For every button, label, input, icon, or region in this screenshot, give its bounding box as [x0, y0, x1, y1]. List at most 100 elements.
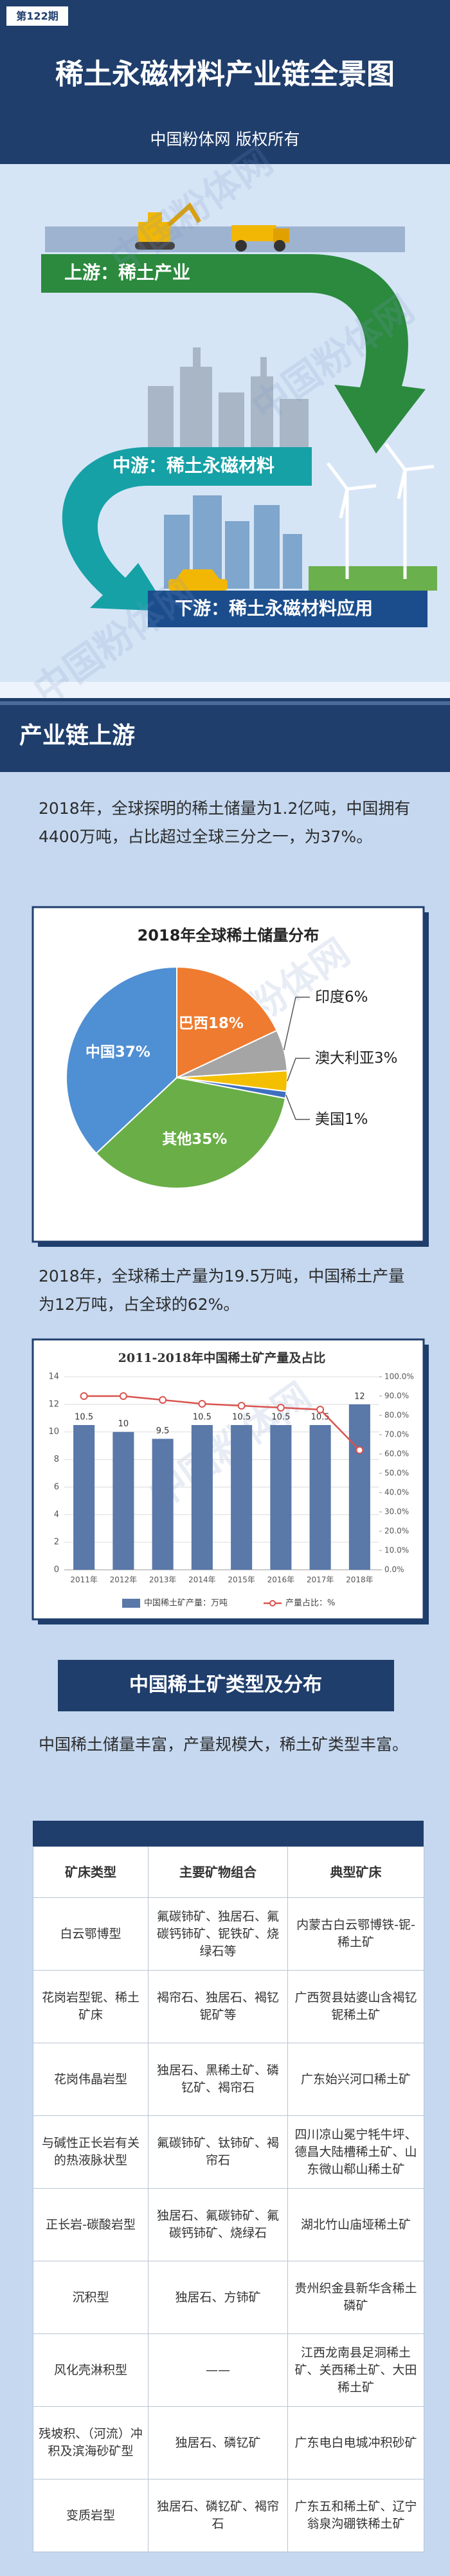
chart-title: 2011-2018年中国稀土矿产量及占比	[118, 1350, 326, 1365]
bar-label: 9.5	[156, 1426, 170, 1436]
section-title: 产业链上游	[19, 722, 135, 749]
ground	[45, 226, 405, 252]
paragraph: 2018年，全球稀土产量为19.5万吨，中国稀土产量为12万吨，占全球的62%。	[39, 1267, 405, 1314]
windmills	[327, 443, 435, 579]
city	[164, 495, 302, 589]
spacer	[0, 682, 450, 698]
table-cell: ——	[148, 2333, 288, 2407]
table-cell: 贵州织金县新华含稀土磷矿	[287, 2261, 424, 2334]
title: 稀土永磁材料产业链全景图	[55, 58, 395, 91]
slice-label: 中国37%	[86, 1044, 150, 1060]
y2-tick-label: 40.0%	[384, 1488, 409, 1497]
car	[168, 569, 228, 591]
legend-swatch	[269, 1600, 276, 1606]
excavator	[135, 202, 202, 250]
slice-value: 6%	[345, 989, 368, 1006]
table-cell: 风化壳淋积型	[33, 2333, 148, 2407]
table-cell: 独居石、磷钇矿、褐帘石	[148, 2479, 288, 2552]
slice-category: 澳大利亚	[315, 1050, 374, 1067]
line-point	[119, 1392, 127, 1400]
bar-label: 10.5	[271, 1413, 290, 1422]
chain-label: 上游：稀土产业	[64, 262, 190, 283]
band-stripe	[0, 701, 450, 705]
table-cell: 独居石、氟碳铈矿、氟碳钙铈矿、烧绿石	[148, 2188, 288, 2261]
table-row: 花岗岩型铌、稀土矿床 褐帘石、独居石、褐钇铌矿等 广西贺县姑婆山含褐钇铌稀土矿	[33, 1970, 424, 2043]
y2-tick-label: 70.0%	[384, 1430, 409, 1439]
bar	[191, 1425, 213, 1570]
table-cell: 花岗伟晶岩型	[33, 2043, 148, 2116]
section-band	[0, 698, 450, 772]
grass	[309, 566, 437, 591]
y-tick-label: 4	[54, 1510, 59, 1520]
paragraph: 2018年，全球探明的稀土储量为1.2亿吨，中国拥有4400万吨，占比超过全球三…	[39, 799, 411, 846]
table-cell: 褐帘石、独居石、褐钇铌矿等	[148, 1970, 288, 2043]
table-cell: 变质岩型	[33, 2479, 148, 2552]
bar-label: 10.5	[193, 1413, 212, 1422]
table-cell: 氟碳铈矿、钛铈矿、褐帘石	[148, 2115, 288, 2189]
table-cap	[33, 1821, 424, 1846]
y2-tick-label: 100.0%	[384, 1372, 414, 1381]
pie-slice	[95, 1076, 287, 1189]
bar	[231, 1425, 253, 1570]
slice-value: 18%	[208, 1015, 244, 1031]
y2-tick-label: 30.0%	[384, 1507, 409, 1516]
y2-tick-label: 80.0%	[384, 1411, 409, 1420]
slice-label: 美国1%	[315, 1111, 368, 1128]
table-cell: 广东电白电城冲积砂矿	[287, 2406, 424, 2479]
line-point	[356, 1446, 364, 1454]
table-cell: 白云鄂博型	[33, 1897, 148, 1971]
table-cell: 正长岩-碳酸岩型	[33, 2188, 148, 2261]
y-tick-label: 12	[48, 1399, 59, 1409]
pie-slice	[176, 966, 278, 1079]
x-tick-label: 2014年	[188, 1576, 216, 1585]
x-tick-label: 2015年	[228, 1576, 255, 1585]
x-tick-label: 2018年	[346, 1576, 374, 1585]
line-point	[276, 1404, 285, 1412]
table-cell: 残坡积、（河流）冲积及滨海砂矿型	[33, 2406, 148, 2479]
y2-tick-label: 90.0%	[384, 1392, 409, 1401]
bar	[113, 1431, 134, 1570]
slice-label: 巴西18%	[179, 1015, 244, 1031]
column-header: 主要矿物组合	[148, 1846, 288, 1898]
table-cell: 广东五和稀土矿、辽宁翁泉沟硼铁稀土矿	[287, 2479, 424, 2552]
legend-swatch	[122, 1599, 140, 1608]
line-point	[159, 1396, 167, 1404]
bar	[152, 1439, 174, 1570]
slice-label: 印度6%	[315, 989, 368, 1006]
header-row: 矿床类型 主要矿物组合 典型矿床	[33, 1846, 424, 1898]
y-tick-label: 14	[48, 1372, 59, 1382]
issue: 第122期	[16, 10, 58, 23]
table-cell: 花岗岩型铌、稀土矿床	[33, 1970, 148, 2043]
table-cell: 氟碳铈矿、独居石、氟碳钙铈矿、铌铁矿、烧绿石等	[148, 1897, 288, 1971]
line-point	[237, 1402, 246, 1410]
header-band	[0, 0, 450, 164]
slice-category: 中国	[86, 1044, 115, 1060]
table-row: 白云鄂博型 氟碳铈矿、独居石、氟碳钙铈矿、铌铁矿、烧绿石等 内蒙古白云鄂博铁-铌-稀…	[33, 1897, 424, 1971]
chain-label: 下游：稀土永磁材料应用	[175, 598, 373, 619]
legend-label: 产量占比：%	[285, 1599, 335, 1608]
pie-slice	[66, 966, 177, 1155]
slice-category: 其他	[162, 1130, 192, 1147]
upstream-arrow	[41, 254, 426, 454]
bar-label: 10	[118, 1419, 129, 1429]
table-cell: 内蒙古白云鄂博铁-铌-稀土矿	[287, 1897, 424, 1971]
bar	[348, 1404, 370, 1570]
line-point	[316, 1406, 325, 1413]
leader-line	[283, 997, 310, 1051]
bar-label: 10.5	[75, 1413, 93, 1422]
table-row: 风化壳淋积型 —— 江西龙南县足洞稀土矿、关西稀土矿、大田稀土矿	[33, 2333, 424, 2407]
chart-title: 2018年全球稀土储量分布	[138, 926, 320, 944]
table-cell: 广东始兴河口稀土矿	[287, 2043, 424, 2116]
y2-tick-label: 20.0%	[384, 1527, 409, 1536]
table-cell: 独居石、黑稀土矿、磷钇矿、褐帘石	[148, 2043, 288, 2116]
x-tick-label: 2016年	[267, 1576, 295, 1585]
y-tick-label: 6	[54, 1482, 59, 1492]
y-tick-label: 8	[54, 1455, 59, 1464]
bar-label: 10.5	[232, 1413, 251, 1422]
y2-tick-label: 60.0%	[384, 1449, 409, 1458]
y-tick-label: 2	[54, 1538, 59, 1547]
table-cell: 湖北竹山庙垭稀土矿	[287, 2188, 424, 2261]
bar-label: 12	[354, 1392, 365, 1401]
table-cell: 独居石、磷钇矿	[148, 2406, 288, 2479]
